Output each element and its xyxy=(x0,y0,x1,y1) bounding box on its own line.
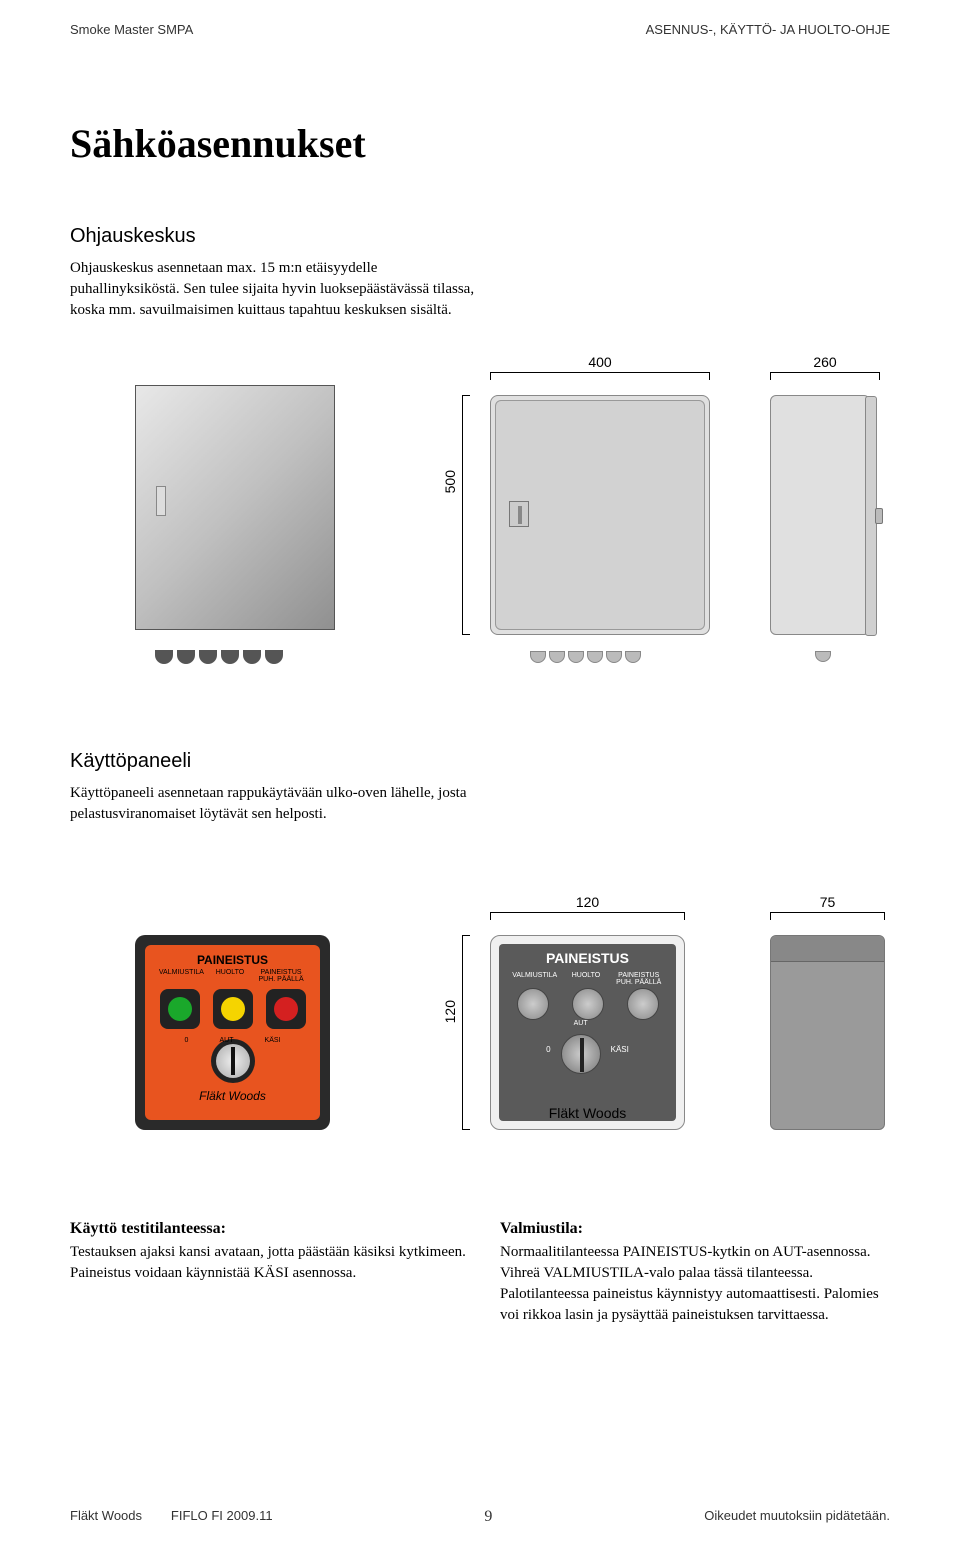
panel-photo: PAINEISTUS VALMIUSTILA HUOLTO PAINEISTUS… xyxy=(135,935,330,1130)
dim-cab-depth-bracket xyxy=(770,372,880,380)
header-left: Smoke Master SMPA xyxy=(70,22,193,37)
col-right-heading: Valmiustila: xyxy=(500,1220,900,1238)
panel-tech-label-1: HUOLTO xyxy=(572,972,601,986)
dim-panel-height-bracket xyxy=(462,935,470,1130)
footer-code: FIFLO FI 2009.11 xyxy=(171,1508,273,1523)
panel-photo-label-0: VALMIUSTILA xyxy=(159,969,204,983)
cabinet-front-drawing xyxy=(490,395,710,650)
dim-cab-width: 400 xyxy=(490,354,710,370)
page-title: Sähköasennukset xyxy=(70,120,366,167)
panel-photo-title: PAINEISTUS xyxy=(153,953,312,967)
footer-left: Fläkt Woods xyxy=(70,1508,142,1523)
dim-cab-depth: 260 xyxy=(770,354,880,370)
led-yellow-icon xyxy=(221,997,245,1021)
footer-right: Oikeudet muutoksiin pidätetään. xyxy=(704,1508,890,1526)
panel-tech-brand: Fläkt Woods xyxy=(491,1105,684,1121)
panel-tech-switch-kasi: KÄSI xyxy=(611,1045,629,1054)
panel-side-drawing xyxy=(770,935,885,1130)
panel-tech-label-2: PAINEISTUS PUH. PÄÄLLÄ xyxy=(615,972,663,986)
section1-heading: Ohjauskeskus xyxy=(70,225,480,248)
switch-label-0: 0 xyxy=(185,1037,189,1044)
dim-cab-width-bracket xyxy=(490,372,710,380)
panel-photo-brand: Fläkt Woods xyxy=(153,1089,312,1103)
led-red-icon xyxy=(274,997,298,1021)
cabinet-photo-body xyxy=(135,385,335,630)
panel-photo-label-2: PAINEISTUS PUH. PÄÄLLÄ xyxy=(256,969,306,983)
cabinet-photo xyxy=(135,385,335,650)
footer-page: 9 xyxy=(484,1508,492,1526)
cabinet-handle-icon xyxy=(156,486,166,516)
lock-side-icon xyxy=(875,508,883,524)
section2-body: Käyttöpaneeli asennetaan rappukäytävään … xyxy=(70,783,480,825)
section1-body: Ohjauskeskus asennetaan max. 15 m:n etäi… xyxy=(70,258,480,321)
lock-icon xyxy=(509,501,529,527)
panel-face: PAINEISTUS VALMIUSTILA HUOLTO PAINEISTUS… xyxy=(145,945,320,1120)
led-tech-icon xyxy=(627,988,659,1020)
led-tech-icon xyxy=(572,988,604,1020)
led-tech-icon xyxy=(517,988,549,1020)
panel-tech-switch-0: 0 xyxy=(546,1045,550,1054)
switch-label-aut: AUT xyxy=(219,1037,233,1044)
panel-tech-switch-aut: AUT xyxy=(574,1020,588,1027)
dim-panel-depth-bracket xyxy=(770,912,885,920)
col-left-heading: Käyttö testitilanteessa: xyxy=(70,1220,470,1238)
cabinet-side-drawing xyxy=(770,395,880,650)
panel-photo-label-1: HUOLTO xyxy=(216,969,245,983)
header-right: ASENNUS-, KÄYTTÖ- JA HUOLTO-OHJE xyxy=(646,22,890,37)
panel-tech-label-0: VALMIUSTILA xyxy=(512,972,557,986)
dim-panel-width-bracket xyxy=(490,912,685,920)
rotary-switch-icon: 0 AUT KÄSI xyxy=(211,1039,255,1083)
col-left-body: Testauksen ajaksi kansi avataan, jotta p… xyxy=(70,1242,470,1284)
panel-tech-title: PAINEISTUS xyxy=(505,950,670,966)
led-green-icon xyxy=(168,997,192,1021)
dim-cab-height-bracket xyxy=(462,395,470,635)
dim-cab-height: 500 xyxy=(442,470,458,493)
col-right-body: Normaalitilanteessa PAINEISTUS-kytkin on… xyxy=(500,1242,900,1326)
section2-heading: Käyttöpaneeli xyxy=(70,750,480,773)
dim-panel-depth: 75 xyxy=(770,894,885,910)
rotary-switch-tech-icon xyxy=(561,1034,601,1074)
dim-panel-height: 120 xyxy=(442,1000,458,1023)
cabinet-glands xyxy=(155,650,283,664)
switch-label-kasi: KÄSI xyxy=(265,1037,281,1044)
dim-panel-width: 120 xyxy=(490,894,685,910)
panel-tech-drawing: PAINEISTUS VALMIUSTILA HUOLTO PAINEISTUS… xyxy=(490,935,685,1130)
